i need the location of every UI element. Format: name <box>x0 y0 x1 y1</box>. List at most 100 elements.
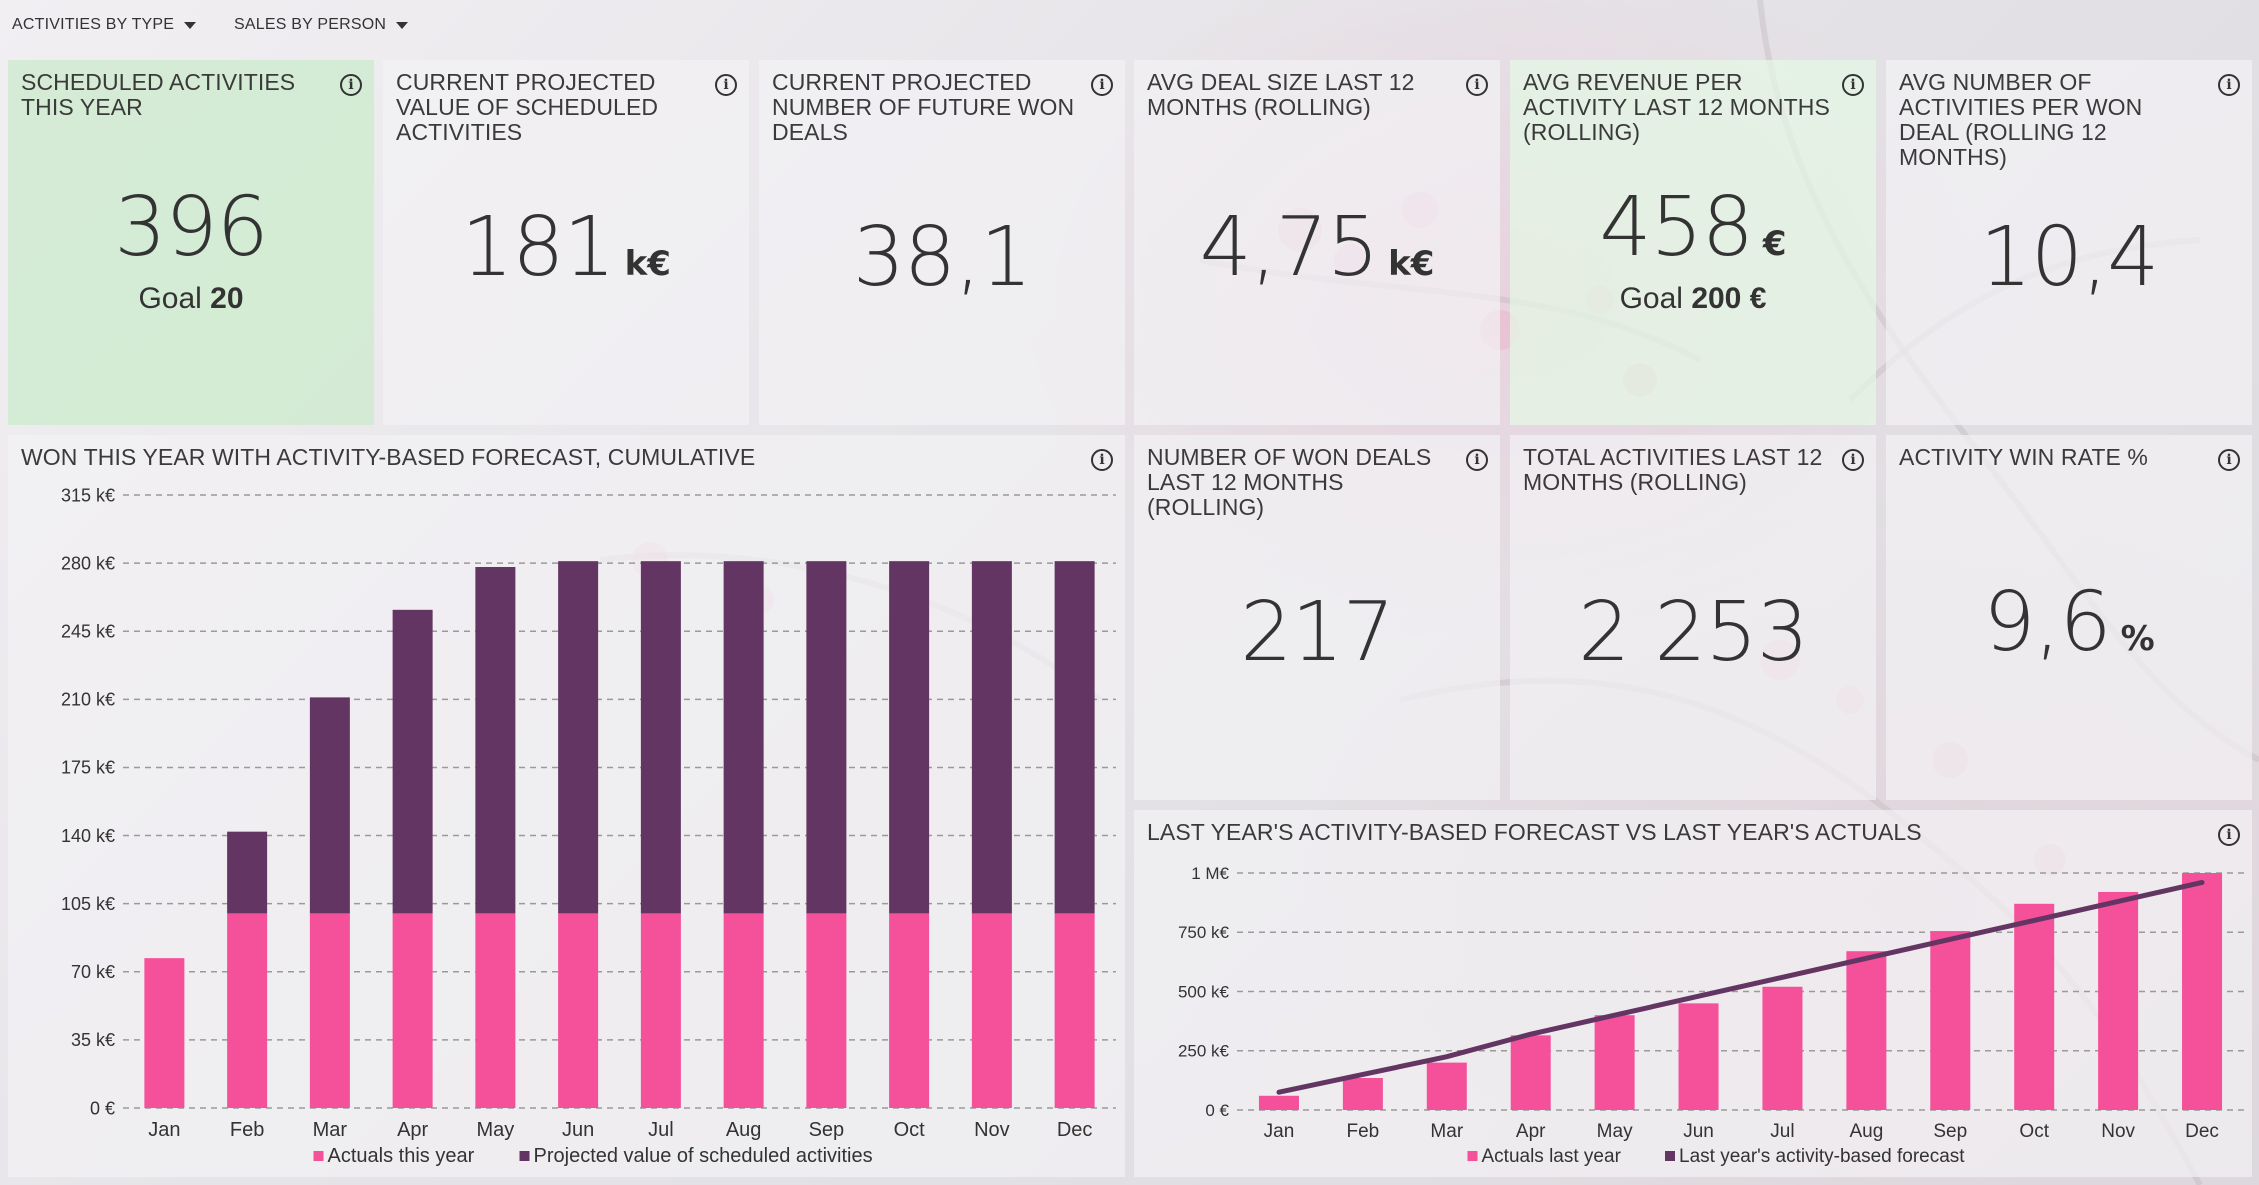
y-tick-label: 70 k€ <box>71 962 115 982</box>
x-tick-label: Dec <box>1057 1119 1093 1141</box>
info-icon[interactable]: i <box>1091 74 1113 96</box>
kpi-value: 38,1 <box>852 210 1033 305</box>
kpi-won-deals: NUMBER OF WON DEALS LAST 12 MONTHS (ROLL… <box>1134 435 1500 800</box>
y-tick-label: 1 M€ <box>1191 864 1229 883</box>
bar <box>227 913 268 1108</box>
bar <box>723 913 764 1108</box>
info-icon[interactable]: i <box>1466 449 1488 471</box>
legend-label: Actuals this year <box>328 1145 475 1167</box>
sales-by-person-filter[interactable]: SALES BY PERSON <box>234 16 409 34</box>
bar <box>971 561 1012 914</box>
activities-by-type-filter[interactable]: ACTIVITIES BY TYPE <box>12 16 197 34</box>
kpi-scheduled-activities: SCHEDULED ACTIVITIES THIS YEAR i 396 Goa… <box>8 60 374 425</box>
x-tick-label: Nov <box>2101 1121 2135 1142</box>
x-tick-label: Jan <box>1264 1121 1295 1142</box>
legend-swatch <box>519 1151 530 1161</box>
bar <box>1342 1078 1383 1110</box>
bar <box>1054 561 1095 914</box>
filter-bar: ACTIVITIES BY TYPE SALES BY PERSON <box>0 0 2259 56</box>
kpi-activity-win-rate: ACTIVITY WIN RATE % i 9,6% <box>1886 435 2252 800</box>
caret-down-icon <box>396 21 409 29</box>
bar <box>806 561 847 914</box>
kpi-avg-activities-per-won-deal: AVG NUMBER OF ACTIVITIES PER WON DEAL (R… <box>1886 60 2252 425</box>
x-tick-label: Nov <box>974 1119 1010 1141</box>
y-tick-label: 105 k€ <box>61 894 115 914</box>
tile-title: AVG DEAL SIZE LAST 12 MONTHS (ROLLING) <box>1147 69 1415 120</box>
chart-won-this-year-svg: 0 € 35 k€ 70 k€ 105 k€ 140 k€ 175 k€ 210 k€ 245… <box>61 485 1116 1167</box>
activities-by-type-label: ACTIVITIES BY TYPE <box>12 16 175 33</box>
bar <box>309 697 350 914</box>
kpi-avg-deal-size: AVG DEAL SIZE LAST 12 MONTHS (ROLLING) i… <box>1134 60 1500 425</box>
x-tick-label: Apr <box>397 1119 428 1141</box>
x-tick-label: Apr <box>1516 1121 1546 1142</box>
legend-label: Actuals last year <box>1482 1146 1622 1167</box>
x-tick-label: Feb <box>230 1119 264 1141</box>
chart-title: LAST YEAR'S ACTIVITY-BASED FORECAST VS L… <box>1147 819 1922 845</box>
info-icon[interactable]: i <box>1466 74 1488 96</box>
legend-swatch <box>1467 1151 1478 1161</box>
bar <box>144 958 185 1108</box>
bar <box>1930 931 1971 1110</box>
kpi-goal: Goal 200 € <box>1619 282 1767 315</box>
tile-title: ACTIVITY WIN RATE % <box>1899 444 2148 470</box>
kpi-value: 10,4 <box>1979 210 2160 305</box>
x-tick-label: Jan <box>148 1119 180 1141</box>
bar <box>1678 1003 1719 1110</box>
x-tick-label: Oct <box>2019 1121 2049 1142</box>
y-tick-label: 210 k€ <box>61 690 115 710</box>
x-tick-label: Aug <box>726 1119 762 1141</box>
kpi-value: 2 253 <box>1578 585 1809 680</box>
y-tick-label: 315 k€ <box>61 485 115 505</box>
x-tick-label: Sep <box>1933 1121 1967 1142</box>
legend-swatch <box>313 1151 324 1161</box>
bar <box>2182 873 2223 1110</box>
y-tick-label: 140 k€ <box>61 826 115 846</box>
y-tick-label: 250 k€ <box>1178 1042 1230 1061</box>
y-tick-label: 500 k€ <box>1178 982 1230 1001</box>
bar <box>889 913 930 1108</box>
bar <box>889 561 930 914</box>
kpi-avg-revenue-per-activity: AVG REVENUE PER ACTIVITY LAST 12 MONTHS … <box>1510 60 1876 425</box>
tile-title: SCHEDULED ACTIVITIES THIS YEAR <box>21 69 296 120</box>
kpi-value: 4,75 k€ <box>1199 200 1435 295</box>
info-icon[interactable]: i <box>1842 449 1864 471</box>
bar <box>475 567 516 914</box>
info-icon[interactable]: i <box>2218 449 2240 471</box>
x-tick-label: Jun <box>1683 1121 1714 1142</box>
x-tick-label: Feb <box>1347 1121 1380 1142</box>
kpi-value: 396 <box>114 180 269 275</box>
info-icon[interactable]: i <box>1091 449 1113 471</box>
kpi-value: 9,6% <box>1983 575 2155 670</box>
sales-by-person-label: SALES BY PERSON <box>234 16 387 33</box>
bar <box>392 609 433 914</box>
bar <box>971 913 1012 1108</box>
legend-swatch <box>1665 1151 1675 1161</box>
x-tick-label: Mar <box>1430 1121 1463 1142</box>
bar <box>227 831 268 914</box>
y-tick-label: 245 k€ <box>61 622 115 642</box>
legend-label: Projected value of scheduled activities <box>534 1145 873 1167</box>
chart-title: WON THIS YEAR WITH ACTIVITY-BASED FORECA… <box>21 444 756 470</box>
bar <box>1426 1062 1467 1110</box>
bar <box>1594 1015 1635 1110</box>
bar <box>392 913 433 1108</box>
y-tick-label: 35 k€ <box>71 1030 115 1050</box>
x-tick-label: Oct <box>894 1119 926 1141</box>
tile-title: AVG REVENUE PER ACTIVITY LAST 12 MONTHS … <box>1523 69 1830 145</box>
x-tick-label: Jul <box>1770 1121 1794 1142</box>
x-tick-label: Jun <box>562 1119 594 1141</box>
tile-title: CURRENT PROJECTED VALUE OF SCHEDULED ACT… <box>396 69 659 145</box>
tile-title: TOTAL ACTIVITIES LAST 12 MONTHS (ROLLING… <box>1523 444 1823 495</box>
x-tick-label: Mar <box>313 1119 348 1141</box>
info-icon[interactable]: i <box>1842 74 1864 96</box>
info-icon[interactable]: i <box>340 74 362 96</box>
tile-title: CURRENT PROJECTED NUMBER OF FUTURE WON D… <box>772 69 1075 145</box>
caret-down-icon <box>184 21 197 29</box>
kpi-projected-won-deals: CURRENT PROJECTED NUMBER OF FUTURE WON D… <box>759 60 1125 425</box>
info-icon[interactable]: i <box>2218 824 2240 846</box>
kpi-total-activities: TOTAL ACTIVITIES LAST 12 MONTHS (ROLLING… <box>1510 435 1876 800</box>
y-tick-label: 175 k€ <box>61 758 115 778</box>
y-tick-label: 0 € <box>90 1098 115 1118</box>
info-icon[interactable]: i <box>2218 74 2240 96</box>
info-icon[interactable]: i <box>715 74 737 96</box>
